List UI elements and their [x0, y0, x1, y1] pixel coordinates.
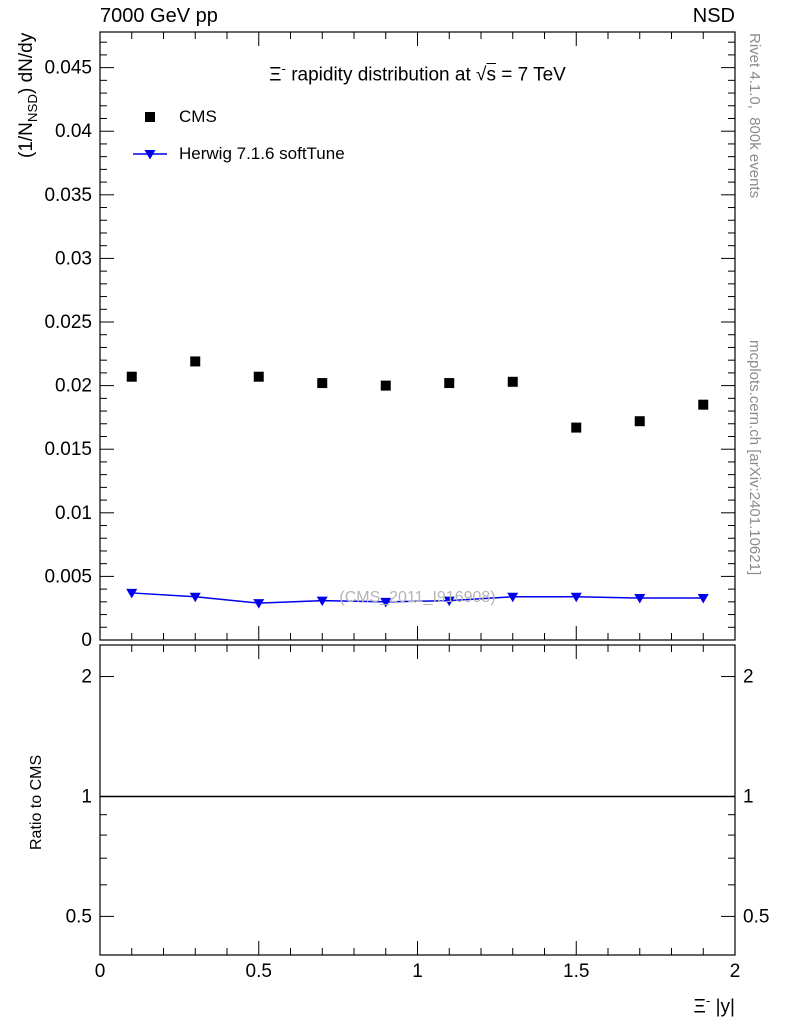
tick-label: 0.03 [55, 248, 92, 269]
cms-point [698, 399, 709, 410]
tick-label: 0.015 [44, 439, 92, 460]
cms-point [126, 371, 137, 382]
cms-data-points [126, 356, 709, 433]
tick-label: 0.01 [55, 503, 92, 524]
tick-label: 1 [81, 786, 92, 807]
legend-label-herwig: Herwig 7.1.6 softTune [179, 143, 345, 163]
y-title-pre: (1/N [16, 122, 37, 158]
rivet-version-label: Rivet 4.1.0, 800k events [746, 33, 763, 199]
tick-label: 0.5 [246, 961, 272, 982]
cms-point [571, 422, 582, 433]
y-axis-tick-labels: 0 0.005 0.01 0.015 0.02 0.025 0.03 0.035 0.04 0.0… [44, 58, 92, 651]
x-title-particle: Ξ [693, 996, 706, 1018]
tick-label: 0 [81, 630, 92, 651]
tick-label: 1 [743, 786, 754, 807]
tick-label: 0.04 [55, 121, 92, 142]
tick-label: 1 [412, 961, 423, 982]
title-particle-charge: - [281, 61, 286, 76]
tick-label: 1.5 [563, 961, 589, 982]
title-text: rapidity distribution at [285, 64, 477, 86]
tick-label: 0.005 [44, 566, 92, 587]
herwig-point [189, 592, 201, 603]
x-title-variable: |y| [710, 996, 735, 1018]
x-title-charge: - [705, 993, 711, 1008]
plot-title: Ξ- rapidity distribution at √s = 7 TeV [100, 61, 735, 86]
herwig-point [570, 592, 582, 603]
ratio-axis-ticks [100, 676, 735, 956]
cms-point [444, 378, 455, 389]
title-energy: = 7 TeV [495, 64, 566, 86]
cms-point [634, 416, 645, 427]
cms-point [380, 380, 391, 391]
herwig-point [634, 594, 646, 604]
tick-label: 0.5 [66, 906, 92, 927]
herwig-point [697, 594, 709, 604]
tick-label: 0.035 [44, 185, 92, 206]
x-axis-tick-labels: 0 0.5 1 1.5 2 [95, 961, 741, 982]
tick-label: 2 [743, 667, 754, 688]
herwig-data-series [126, 588, 709, 609]
tick-label: 0 [95, 961, 106, 982]
legend-item-herwig: Herwig 7.1.6 softTune [133, 135, 345, 172]
herwig-point [443, 596, 455, 607]
herwig-point [316, 596, 328, 607]
event-class-label: NSD [692, 5, 735, 27]
tick-label: 0.025 [44, 312, 92, 333]
cms-point [507, 376, 518, 387]
x-axis-ticks [99, 32, 736, 955]
cms-point [253, 371, 264, 382]
herwig-triangle-marker-icon [133, 147, 167, 161]
sqrt-symbol: √ [476, 64, 487, 86]
legend: CMS Herwig 7.1.6 softTune [133, 98, 345, 172]
y-axis-title: (1/NNSD) dN/dy [16, 33, 40, 158]
analysis-id-watermark: (CMS_2011_I916908) [339, 589, 496, 606]
ratio-axis-title: Ratio to CMS [28, 754, 45, 850]
tick-label: 0.5 [743, 906, 769, 927]
tick-label: 0.045 [44, 58, 92, 79]
cms-point [317, 378, 328, 389]
y-axis-ticks [100, 41, 735, 641]
cms-square-marker-icon [133, 111, 167, 122]
x-axis-title: Ξ- |y| [694, 993, 735, 1018]
title-particle: Ξ [269, 64, 282, 86]
herwig-point [507, 592, 519, 603]
cms-point [190, 356, 201, 367]
mcplots-citation-label: mcplots.cern.ch [arXiv:2401.10621] [746, 340, 763, 576]
tick-label: 2 [730, 961, 741, 982]
tick-label: 2 [81, 667, 92, 688]
y-title-sub: NSD [24, 94, 40, 123]
ratio-axis-tick-labels: 0.5 0.5 1 1 2 2 [66, 667, 770, 928]
legend-item-cms: CMS [133, 98, 345, 135]
herwig-point [253, 599, 265, 609]
sqrt-s: s [486, 64, 496, 86]
tick-label: 0.02 [55, 376, 92, 397]
beam-energy-label: 7000 GeV pp [100, 5, 218, 27]
legend-label-cms: CMS [179, 106, 217, 126]
y-title-post: ) dN/dy [16, 32, 37, 95]
herwig-point [380, 597, 392, 608]
herwig-point [126, 588, 138, 599]
